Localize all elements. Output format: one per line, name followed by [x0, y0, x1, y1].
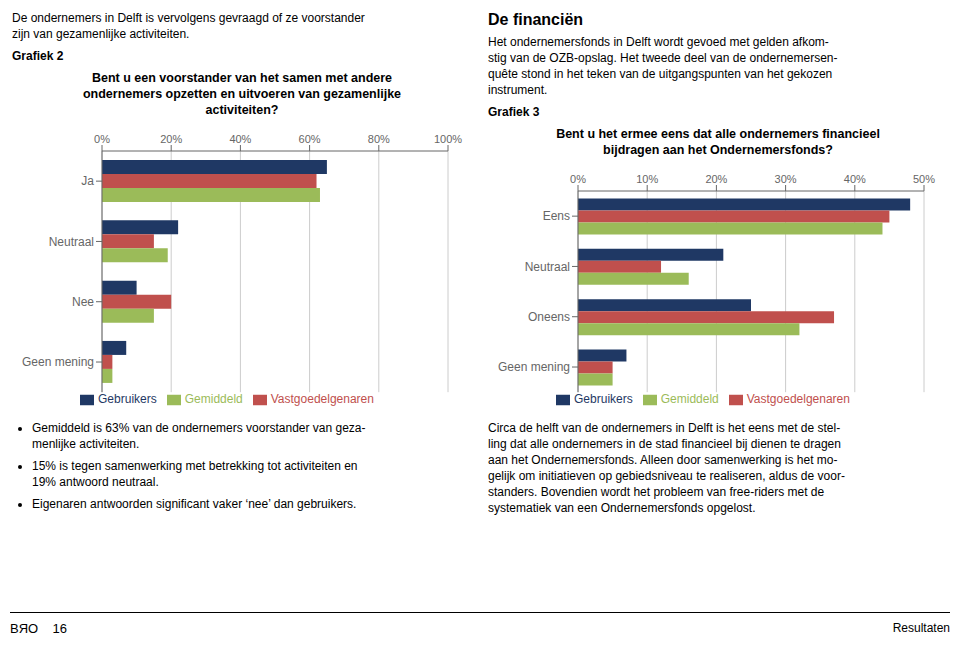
- html-text:Gebruikers: Gebruikers: [98, 392, 157, 407]
- svg-text:Geen mening: Geen mening: [498, 360, 570, 374]
- svg-text:Ja: Ja: [81, 174, 94, 188]
- html-text:De ondernemers in Delft is ver: De ondernemers in Delft is vervolgens ge…: [12, 11, 365, 41]
- html-text:Gemiddeld: Gemiddeld: [184, 392, 243, 407]
- svg-text:60%: 60%: [299, 133, 321, 145]
- svg-text:Geen mening: Geen mening: [22, 355, 94, 369]
- html-text:Gemiddeld: Gemiddeld: [660, 392, 719, 407]
- html-text:Gemiddeld is 63% van de ondern: Gemiddeld is 63% van de ondernemers voor…: [32, 421, 366, 451]
- html-text:15% is tegen samenwerking met: 15% is tegen samenwerking met betrekking…: [32, 459, 358, 489]
- svg-text:Eens: Eens: [543, 209, 570, 223]
- svg-text:0%: 0%: [570, 173, 586, 185]
- svg-text:30%: 30%: [775, 173, 797, 185]
- html-text:Bent u een voorstander van het: Bent u een voorstander van het samen met…: [82, 71, 402, 117]
- html-text:Eigenaren antwoorden significa: Eigenaren antwoorden significant vaker ‘…: [32, 497, 357, 511]
- svg-text:0%: 0%: [94, 133, 110, 145]
- html-text:BЯO 16: BЯO 16: [10, 621, 68, 636]
- svg-text:40%: 40%: [229, 133, 251, 145]
- svg-text:100%: 100%: [434, 133, 462, 145]
- svg-text:50%: 50%: [913, 173, 935, 185]
- svg-text:Neutraal: Neutraal: [525, 260, 570, 274]
- svg-text:Nee: Nee: [72, 295, 94, 309]
- html-text:Resultaten: Resultaten: [892, 621, 950, 635]
- svg-text:40%: 40%: [844, 173, 866, 185]
- html-text:Vastgoedelgenaren: Vastgoedelgenaren: [270, 392, 374, 407]
- html-text:Bent u het ermee eens dat alle: Bent u het ermee eens dat alle onderneme…: [556, 127, 880, 157]
- svg-text:80%: 80%: [368, 133, 390, 145]
- html-text:Gebruikers: Gebruikers: [574, 392, 633, 407]
- svg-text:Neutraal: Neutraal: [49, 235, 94, 249]
- html-text:Vastgoedelgenaren: Vastgoedelgenaren: [746, 392, 850, 407]
- html-text:De financiën: De financiën: [488, 11, 584, 28]
- html-text:Circa de helft van de ondernem: Circa de helft van de ondernemers in Del…: [488, 421, 845, 515]
- html-text:Het ondernemersfonds in Delft: Het ondernemersfonds in Delft wordt gevo…: [488, 35, 838, 97]
- svg-text:20%: 20%: [705, 173, 727, 185]
- html-text:Grafiek 2: Grafiek 2: [12, 49, 64, 63]
- svg-text:10%: 10%: [636, 173, 658, 185]
- html-text:Grafiek 3: Grafiek 3: [488, 105, 540, 119]
- svg-text:Oneens: Oneens: [528, 310, 570, 324]
- svg-text:20%: 20%: [160, 133, 182, 145]
